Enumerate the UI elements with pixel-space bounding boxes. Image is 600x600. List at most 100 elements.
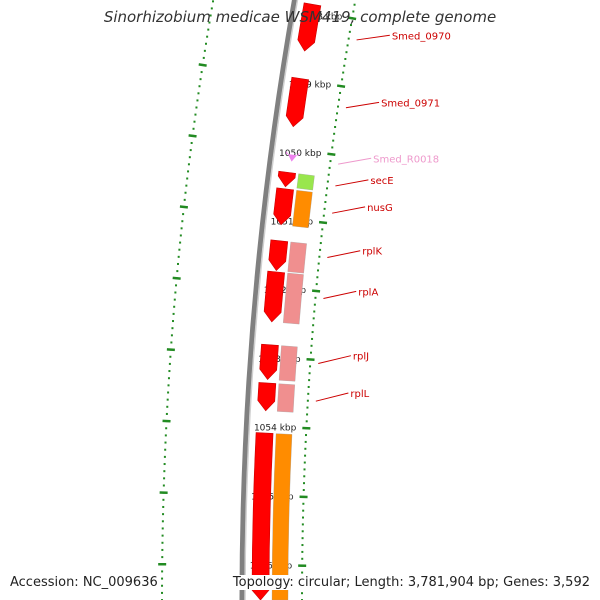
ring-dot [314, 296, 317, 299]
cds-arrow [259, 343, 279, 380]
outer-major-tick [188, 134, 197, 138]
feature-rplA [263, 270, 304, 325]
ring-dot [343, 64, 346, 67]
ring-dot [197, 92, 200, 95]
ring-dot [302, 489, 305, 492]
ring-dot [166, 398, 169, 401]
ring-dot [169, 355, 172, 358]
ring-dot [167, 384, 170, 387]
ring-dot [315, 283, 318, 286]
map-title: Sinorhizobium medicae WSM419, complete g… [103, 8, 497, 26]
feature-rplL [257, 382, 295, 413]
ring-dot [326, 187, 329, 190]
ring-dot [188, 156, 191, 159]
ring-dot [161, 541, 164, 544]
ring-dot [163, 455, 166, 458]
feature-secE [277, 170, 315, 191]
gene-label: rplA [358, 287, 378, 298]
ring-dot [344, 57, 347, 60]
gene-label: Smed_0970 [392, 31, 451, 42]
cds-arrow [273, 187, 294, 226]
label-Smed_R0018: Smed_R0018 [338, 154, 439, 165]
ring-dot [345, 51, 348, 54]
gene-label: Smed_R0018 [373, 154, 439, 165]
ring-dot [193, 120, 196, 123]
ring-dot [164, 434, 167, 437]
feature-track [251, 2, 322, 600]
ring-dot [325, 194, 328, 197]
feature-labels: Smed_0970 Smed_0971 Smed_R0018 secE nusG rplK… [315, 31, 451, 402]
ring-dot [203, 49, 206, 52]
major-tick [336, 84, 346, 88]
ring-dot [332, 139, 335, 142]
cds-arrow [297, 2, 322, 52]
ring-dot [172, 312, 175, 315]
leader-line [338, 157, 372, 165]
ring-dot [301, 523, 304, 526]
gene-label: nusG [367, 203, 393, 214]
tick-label: 1052 kbp [264, 286, 307, 296]
ring-dot [303, 461, 306, 464]
ring-dot [196, 99, 199, 102]
backbone-arc [239, 0, 298, 600]
ring-dot [168, 370, 171, 373]
ring-dot [187, 170, 190, 173]
ring-dot [346, 44, 349, 47]
tick-label: 1056 kbp [250, 562, 293, 572]
ring-dot [198, 85, 201, 88]
feature-unnamed [251, 432, 293, 600]
ring-dot [302, 516, 305, 519]
feature-rplK [268, 239, 307, 274]
ring-dot [318, 255, 321, 258]
ring-dot [305, 420, 308, 423]
ring-dot [190, 141, 193, 144]
ring-dot [181, 220, 184, 223]
ring-dot [161, 591, 164, 594]
secondary-band [278, 345, 298, 382]
ring-dot [161, 520, 164, 523]
ring-dot [313, 303, 316, 306]
ring-dot [171, 327, 174, 330]
ring-dot [352, 10, 355, 13]
ring-dot [304, 440, 307, 443]
label-rplL: rplL [315, 389, 370, 402]
ring-dot [187, 163, 190, 166]
ring-dot [212, 0, 215, 3]
ring-dot [170, 341, 173, 344]
ring-dot [341, 78, 344, 81]
leader-line [327, 250, 361, 259]
ring-dot [192, 127, 195, 130]
ring-dot [306, 399, 309, 402]
ring-dot [320, 235, 323, 238]
ring-dot [316, 276, 319, 279]
accession-text: Accession: NC_009636 [8, 575, 160, 590]
tick-label: 1048 kbp [300, 13, 343, 23]
major-tick [327, 152, 336, 157]
ring-dot [312, 324, 315, 327]
ring-dot [323, 207, 326, 210]
gene-label: rplK [362, 247, 382, 258]
ring-dot [176, 270, 179, 273]
cds-arrow [285, 76, 310, 128]
secondary-band [283, 272, 304, 325]
ring-dot [317, 269, 320, 272]
ring-dot [348, 30, 351, 33]
ring-dot [307, 392, 310, 395]
ring-dot [317, 262, 320, 265]
ring-dot [174, 291, 177, 294]
ring-dot [164, 448, 167, 451]
ring-dot [161, 534, 164, 537]
ring-dot [326, 180, 329, 183]
ring-dot [304, 454, 307, 457]
ring-dot [172, 320, 175, 323]
ring-dot [301, 544, 304, 547]
secondary-band [271, 433, 293, 600]
ring-dot [301, 557, 304, 560]
ring-dot [180, 227, 183, 230]
ring-dot [306, 413, 309, 416]
tick-label: 1054 kbp [254, 424, 297, 434]
leader-line [345, 101, 380, 109]
tick-label: 1049 kbp [289, 81, 332, 91]
ring-dot [173, 298, 176, 301]
outer-major-tick [179, 205, 189, 209]
